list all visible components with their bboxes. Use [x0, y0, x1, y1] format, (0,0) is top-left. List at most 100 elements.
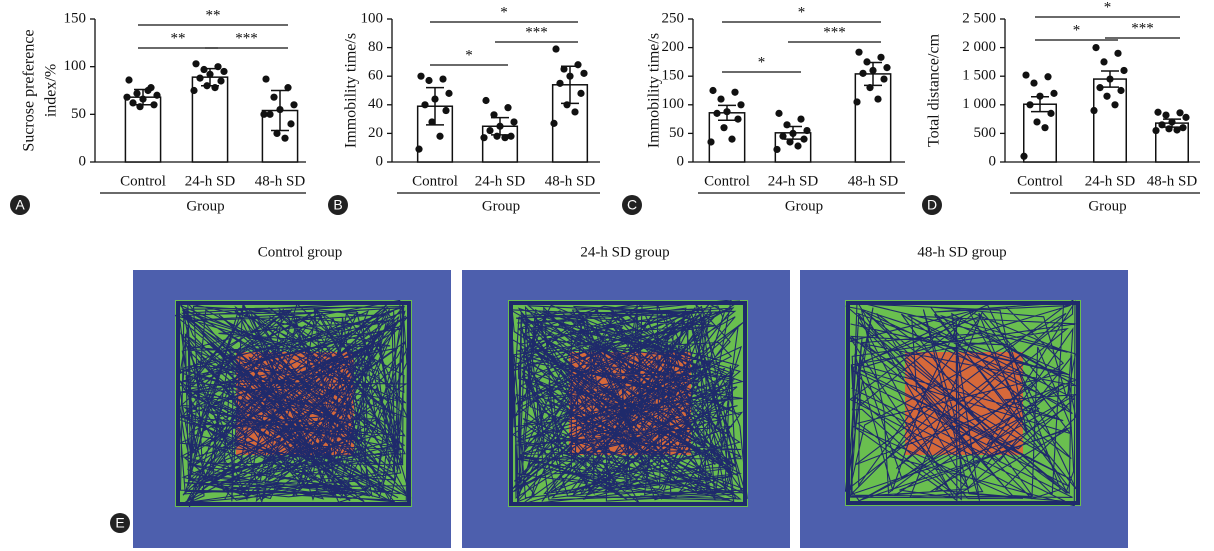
data-point: [566, 73, 573, 80]
data-point: [577, 90, 584, 97]
data-point: [803, 127, 810, 134]
data-point: [1047, 110, 1054, 117]
data-point: [731, 89, 738, 96]
data-point: [709, 87, 716, 94]
data-point: [874, 95, 881, 102]
data-point: [133, 90, 140, 97]
significance-label: ***: [1131, 20, 1154, 36]
data-point: [717, 95, 724, 102]
y-tick-label: 100: [64, 58, 87, 74]
y-tick-label: 500: [974, 125, 997, 141]
data-point: [287, 120, 294, 127]
data-point: [866, 84, 873, 91]
data-point: [144, 87, 151, 94]
y-tick-label: 40: [368, 96, 383, 112]
data-point: [436, 133, 443, 140]
data-point: [563, 101, 570, 108]
y-tick-label: 0: [989, 153, 997, 169]
data-point: [1173, 126, 1180, 133]
y-axis-label: Immobility time/s: [343, 33, 360, 148]
data-point: [480, 134, 487, 141]
image-title: Control group: [258, 244, 343, 260]
y-tick-label: 20: [368, 125, 383, 141]
data-point: [421, 101, 428, 108]
data-point: [1111, 101, 1118, 108]
data-point: [855, 49, 862, 56]
y-tick-label: 100: [662, 96, 685, 112]
data-point: [125, 76, 132, 83]
data-point: [217, 77, 224, 84]
data-point: [415, 146, 422, 153]
data-point: [445, 90, 452, 97]
data-point: [425, 77, 432, 84]
x-tick-label: 24-h SD: [185, 173, 236, 189]
data-point: [869, 67, 876, 74]
data-point: [1165, 125, 1172, 132]
significance-label: ***: [525, 24, 548, 40]
data-point: [883, 64, 890, 71]
panel-letter: D: [927, 197, 937, 213]
data-point: [136, 103, 143, 110]
data-point: [442, 107, 449, 114]
data-point: [786, 138, 793, 145]
x-tick-label: 24-h SD: [1085, 173, 1136, 189]
data-point: [720, 124, 727, 131]
data-point: [196, 75, 203, 82]
data-point: [273, 130, 280, 137]
panel-letter: E: [115, 515, 124, 531]
y-tick-label: 80: [368, 39, 383, 55]
bar: [192, 77, 227, 162]
data-point: [262, 75, 269, 82]
data-point: [707, 138, 714, 145]
x-tick-label: Control: [704, 173, 750, 189]
x-axis-label: Group: [482, 198, 520, 214]
data-point: [211, 84, 218, 91]
data-point: [556, 80, 563, 87]
data-point: [1020, 153, 1027, 160]
significance-label: **: [171, 30, 186, 46]
data-point: [775, 110, 782, 117]
data-point: [877, 54, 884, 61]
significance-label: *: [1073, 22, 1081, 38]
y-tick-label: 250: [662, 10, 685, 26]
panel-letter: A: [15, 197, 25, 213]
data-point: [1022, 71, 1029, 78]
data-point: [723, 108, 730, 115]
y-tick-label: 1 000: [962, 96, 996, 112]
x-tick-label: 24-h SD: [475, 173, 526, 189]
significance-label: *: [500, 4, 508, 20]
data-point: [290, 101, 297, 108]
y-tick-label: 2 000: [962, 39, 996, 55]
data-point: [123, 94, 130, 101]
data-point: [550, 120, 557, 127]
data-point: [431, 95, 438, 102]
x-tick-label: Control: [1017, 173, 1063, 189]
x-axis-label: Group: [1088, 198, 1126, 214]
data-point: [1103, 93, 1110, 100]
data-point: [276, 106, 283, 113]
y-tick-label: 60: [368, 68, 383, 84]
data-point: [284, 84, 291, 91]
data-point: [560, 65, 567, 72]
panel-letter: B: [333, 197, 342, 213]
data-point: [1041, 124, 1048, 131]
y-tick-label: 200: [662, 39, 685, 55]
significance-label: *: [758, 54, 766, 70]
data-point: [260, 111, 267, 118]
data-point: [1033, 118, 1040, 125]
data-point: [190, 87, 197, 94]
data-point: [1176, 109, 1183, 116]
data-point: [1158, 121, 1165, 128]
x-tick-label: Control: [412, 173, 458, 189]
data-point: [490, 111, 497, 118]
y-tick-label: 50: [669, 125, 684, 141]
data-point: [496, 123, 503, 130]
data-point: [1162, 111, 1169, 118]
y-axis-label: Immobility time/s: [646, 33, 663, 148]
data-point: [1092, 44, 1099, 51]
data-point: [1096, 84, 1103, 91]
data-point: [779, 133, 786, 140]
panel-letter: C: [627, 197, 637, 213]
data-point: [797, 116, 804, 123]
data-point: [206, 71, 213, 78]
